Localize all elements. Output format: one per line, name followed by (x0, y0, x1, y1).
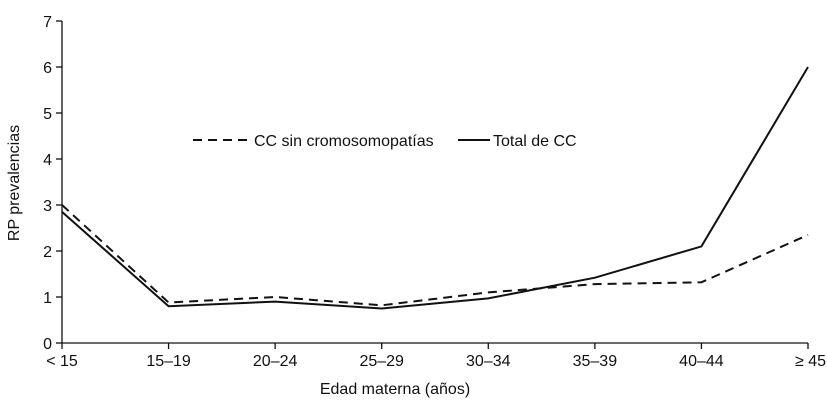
y-axis-label: RP prevalencias (6, 125, 23, 241)
x-axis-label: Edad materna (años) (320, 381, 470, 398)
legend-label-2: Total de CC (493, 133, 577, 150)
legend-label-1: CC sin cromosomopatías (254, 133, 434, 150)
x-tick-label: 25–29 (359, 353, 404, 370)
legend: CC sin cromosomopatías Total de CC (193, 133, 577, 150)
y-tick-label: 5 (43, 106, 52, 123)
x-tick-label: 30–34 (466, 353, 511, 370)
y-ticks: 0 1 2 3 4 5 6 7 (43, 14, 62, 353)
x-tick-label: ≥ 45 (795, 353, 826, 370)
y-tick-label: 3 (43, 198, 52, 215)
series-line-2 (61, 66, 809, 310)
series-line-1 (61, 204, 809, 307)
x-tick-label: 15–19 (146, 353, 191, 370)
y-tick-label: 4 (43, 152, 52, 169)
y-tick-label: 2 (43, 244, 52, 261)
x-tick-label: 20–24 (253, 353, 298, 370)
y-tick-label: 6 (43, 60, 52, 77)
x-tick-label: 40–44 (679, 353, 724, 370)
x-tick-label: 35–39 (573, 353, 618, 370)
y-tick-label: 0 (43, 336, 52, 353)
y-tick-label: 7 (43, 14, 52, 31)
x-tick-label: < 15 (46, 353, 78, 370)
series-group (61, 66, 809, 310)
y-tick-label: 1 (43, 290, 52, 307)
axes (61, 21, 808, 344)
x-ticks: < 15 15–19 20–24 25–29 30–34 35–39 40–44 ≥ 45 (46, 343, 826, 370)
